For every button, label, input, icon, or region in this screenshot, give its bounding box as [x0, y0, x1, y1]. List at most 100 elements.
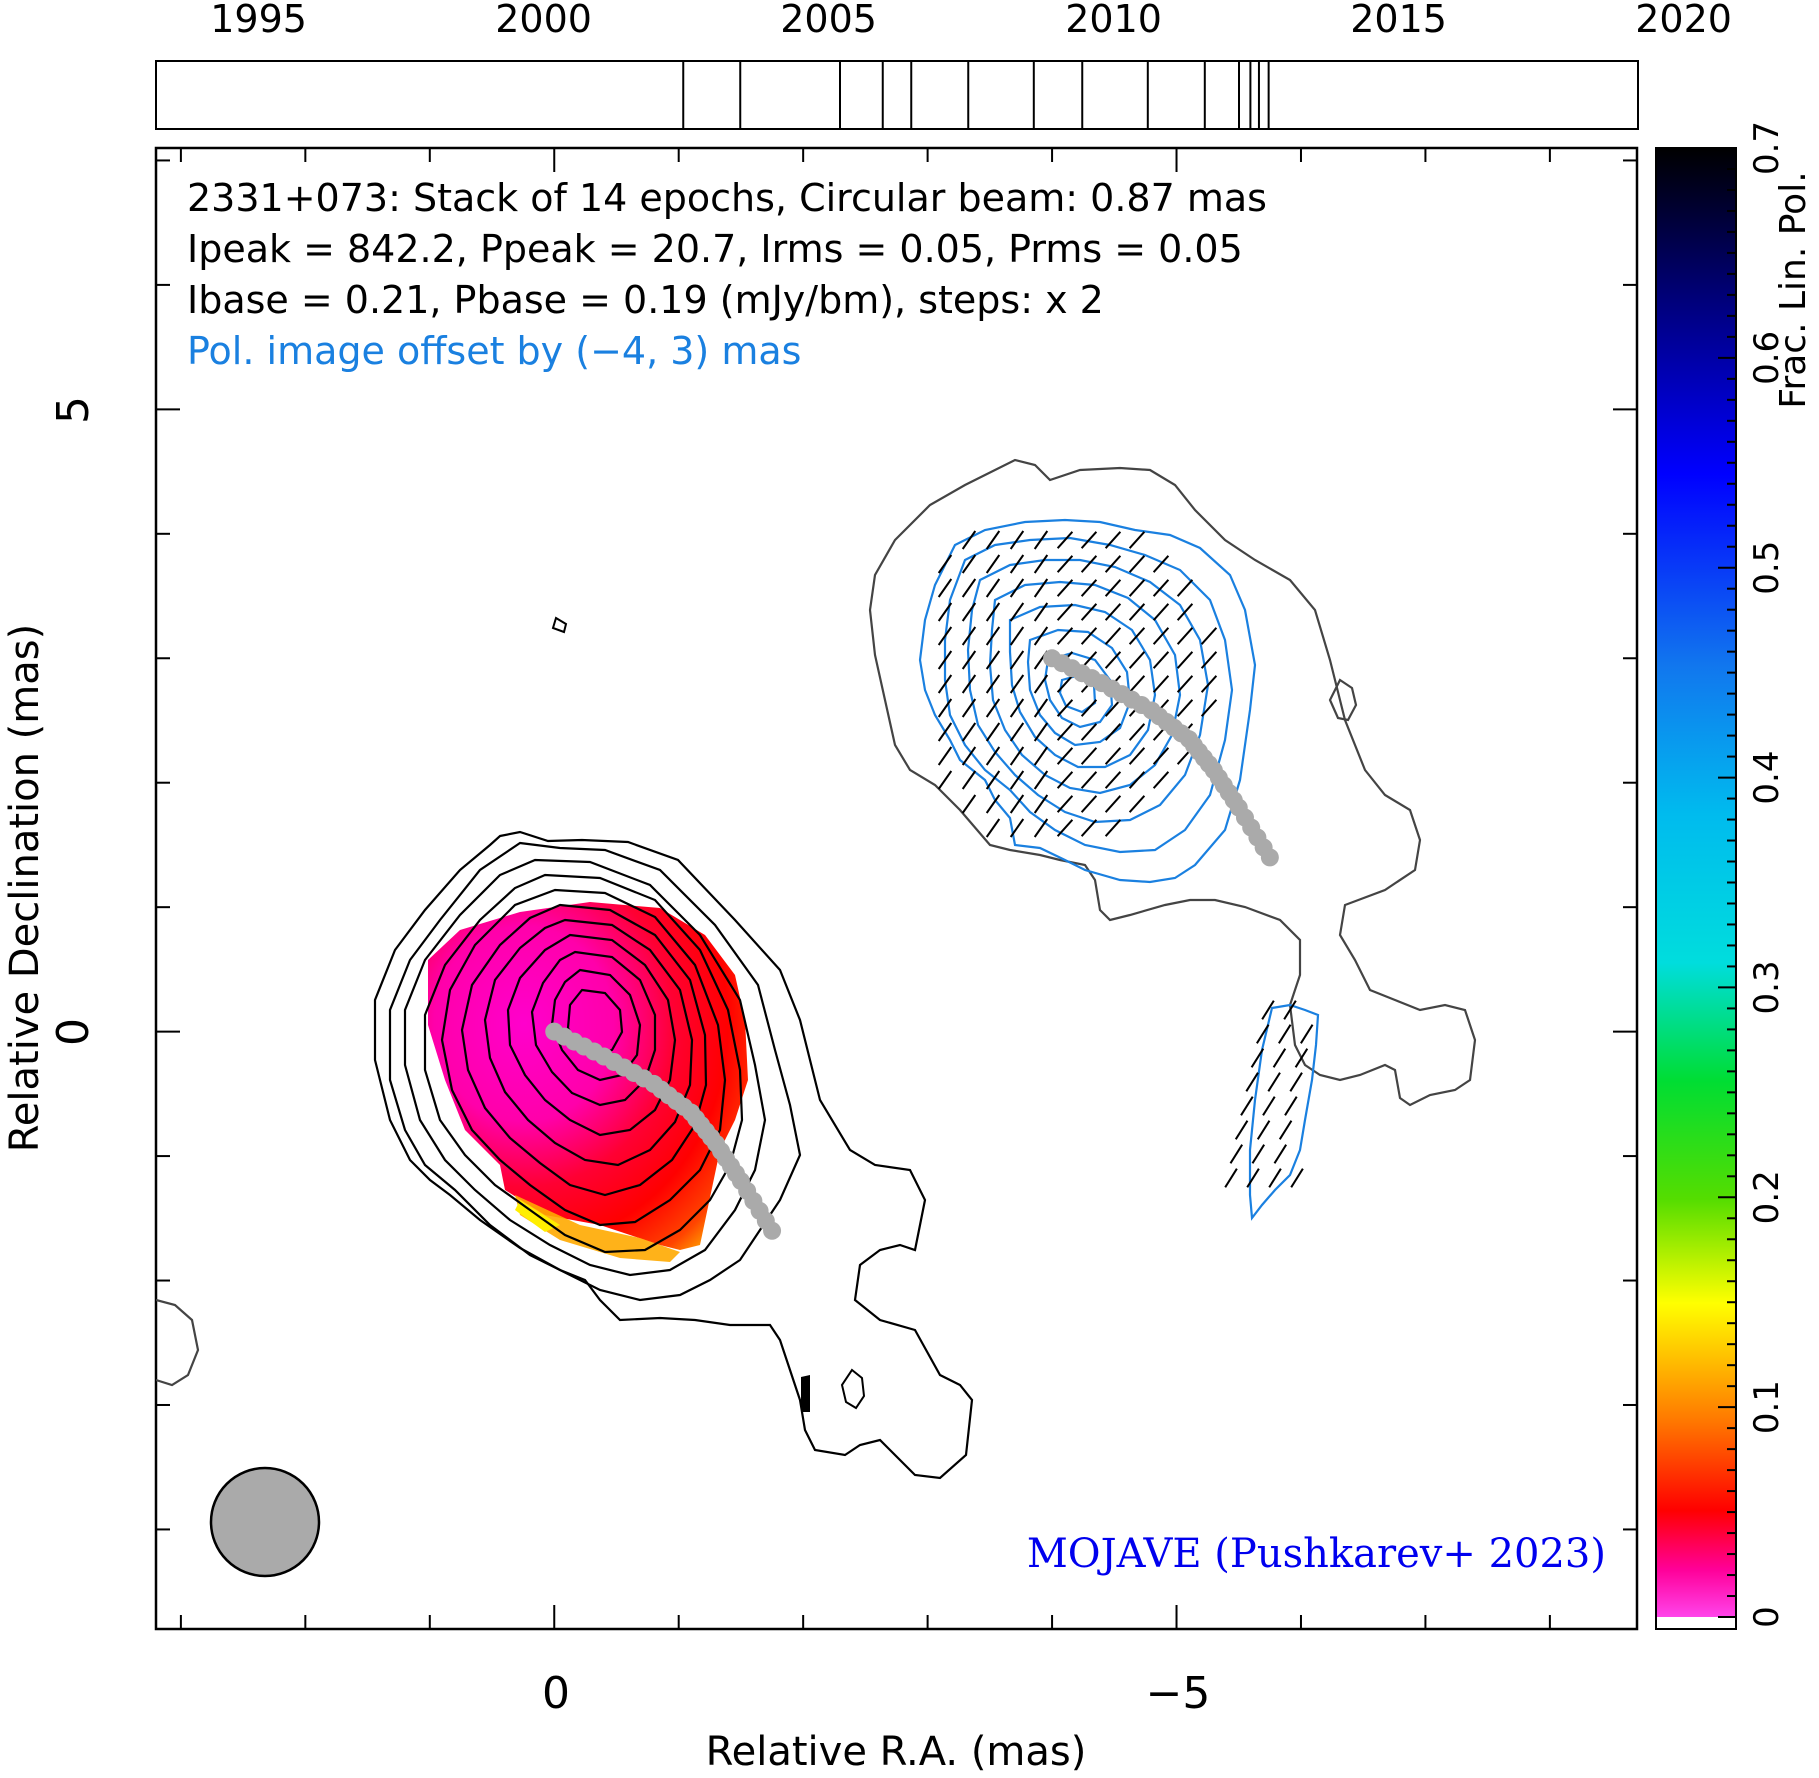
evpa-tick: [1200, 627, 1218, 645]
evpa-tick: [1152, 651, 1170, 669]
evpa-tick: [1200, 675, 1218, 693]
evpa-tick: [985, 794, 1001, 814]
evpa-tick: [1104, 531, 1122, 549]
evpa-tick: [1104, 651, 1122, 669]
evpa-tick: [1056, 531, 1074, 549]
evpa-tick: [1056, 699, 1074, 717]
evpa-tick: [1176, 627, 1194, 645]
timeline-tick-label: 1995: [210, 0, 307, 41]
pol-offset-note: Pol. image offset by (−4, 3) mas: [187, 329, 801, 373]
evpa-tick: [1033, 722, 1049, 742]
evpa-tick: [1128, 795, 1146, 813]
evpa-tick: [1033, 530, 1049, 550]
pol-outer-contour: [868, 458, 1477, 1107]
pol-ridgeline-point: [1260, 848, 1279, 867]
evpa-tick: [1009, 578, 1025, 598]
colorbar-tick-label: 0.3: [1747, 960, 1787, 1014]
evpa-tick: [1009, 650, 1025, 670]
evpa-tick: [1250, 1048, 1265, 1068]
evpa-tick: [1104, 771, 1122, 789]
evpa-tick: [961, 698, 977, 718]
evpa-tick: [1200, 699, 1218, 717]
evpa-tick: [1294, 1048, 1309, 1068]
timeline-tick-label: 2020: [1635, 0, 1732, 41]
evpa-tick: [1272, 1048, 1287, 1068]
evpa-tick: [961, 650, 977, 670]
evpa-tick: [1009, 770, 1025, 790]
evpa-tick: [1056, 627, 1074, 645]
evpa-tick: [985, 698, 1001, 718]
timeline-tick-label: 2005: [780, 0, 877, 41]
evpa-tick: [1176, 603, 1194, 621]
x-tick-label-neg5: −5: [1146, 1668, 1211, 1719]
evpa-tick: [1261, 1000, 1275, 1020]
evpa-tick: [1080, 723, 1098, 741]
evpa-tick: [937, 554, 953, 574]
evpa-tick: [1224, 1168, 1238, 1188]
evpa-tick: [1128, 531, 1146, 549]
evpa-tick: [937, 674, 953, 694]
colorbar: 0 0.1 0.2 0.3 0.4 0.5 0.6 0.7 Frac. Lin. Pol.: [1655, 121, 1814, 1630]
map-frame: [154, 146, 1639, 1631]
evpa-tick: [937, 746, 953, 766]
evpa-tick: [1229, 1144, 1243, 1164]
timeline-tick-label: 2015: [1350, 0, 1447, 41]
evpa-tick: [961, 722, 977, 742]
evpa-tick: [1009, 602, 1025, 622]
evpa-tick: [1290, 1168, 1304, 1188]
y-tick-label-5: 5: [48, 396, 99, 424]
evpa-tick: [985, 746, 1001, 766]
evpa-tick: [937, 770, 953, 790]
evpa-tick: [1104, 819, 1122, 837]
ridgeline: [545, 1022, 782, 1240]
evpa-tick: [1176, 675, 1194, 693]
info-line-3: Ibase = 0.21, Pbase = 0.19 (mJy/bm), ste…: [187, 278, 1104, 322]
evpa-tick: [985, 818, 1001, 838]
evpa-tick: [1056, 579, 1074, 597]
evpa-tick: [937, 602, 953, 622]
y-tick-label-0: 0: [48, 1018, 99, 1046]
evpa-tick: [985, 554, 1001, 574]
evpa-tick: [1056, 675, 1074, 693]
colorbar-tick-label: 0.7: [1747, 121, 1787, 175]
evpa-tick: [1080, 747, 1098, 765]
evpa-tick: [1256, 1120, 1271, 1140]
timeline-tick-labels: 1995 2000 2005 2010 2015 2020: [210, 0, 1732, 41]
evpa-tick: [1080, 603, 1098, 621]
evpa-tick: [1256, 1024, 1270, 1044]
pol-ridgeline: [1043, 649, 1279, 867]
evpa-tick: [1278, 1120, 1293, 1140]
evpa-tick: [1128, 651, 1146, 669]
colorbar-tick-label: 0.2: [1747, 1170, 1787, 1224]
evpa-tick: [1009, 818, 1025, 838]
evpa-tick: [1056, 603, 1074, 621]
evpa-tick: [1128, 603, 1146, 621]
evpa-tick: [1176, 699, 1194, 717]
evpa-tick: [1240, 1096, 1254, 1116]
evpa-tick: [1128, 747, 1146, 765]
evpa-tick: [1104, 579, 1122, 597]
credit-text: MOJAVE (Pushkarev+ 2023): [1027, 1531, 1606, 1577]
stokes-i-contours: [156, 616, 974, 1480]
evpa-tick: [1009, 626, 1025, 646]
evpa-tick: [1128, 627, 1146, 645]
y-axis-label: Relative Declination (mas): [2, 624, 48, 1152]
evpa-tick: [1056, 795, 1074, 813]
evpa-tick: [961, 626, 977, 646]
evpa-tick: [1200, 651, 1218, 669]
evpa-tick: [1009, 794, 1025, 814]
evpa-tick: [1152, 675, 1170, 693]
evpa-tick: [985, 674, 1001, 694]
evpa-tick: [1033, 698, 1049, 718]
evpa-tick: [1152, 771, 1170, 789]
evpa-tick: [1273, 1144, 1287, 1164]
evpa-tick: [937, 578, 953, 598]
evpa-tick: [961, 578, 977, 598]
info-line-1: 2331+073: Stack of 14 epochs, Circular b…: [187, 176, 1267, 220]
evpa-tick: [937, 722, 953, 742]
evpa-tick: [1104, 795, 1122, 813]
evpa-tick: [1033, 794, 1049, 814]
evpa-tick: [985, 530, 1001, 550]
evpa-tick: [1080, 579, 1098, 597]
